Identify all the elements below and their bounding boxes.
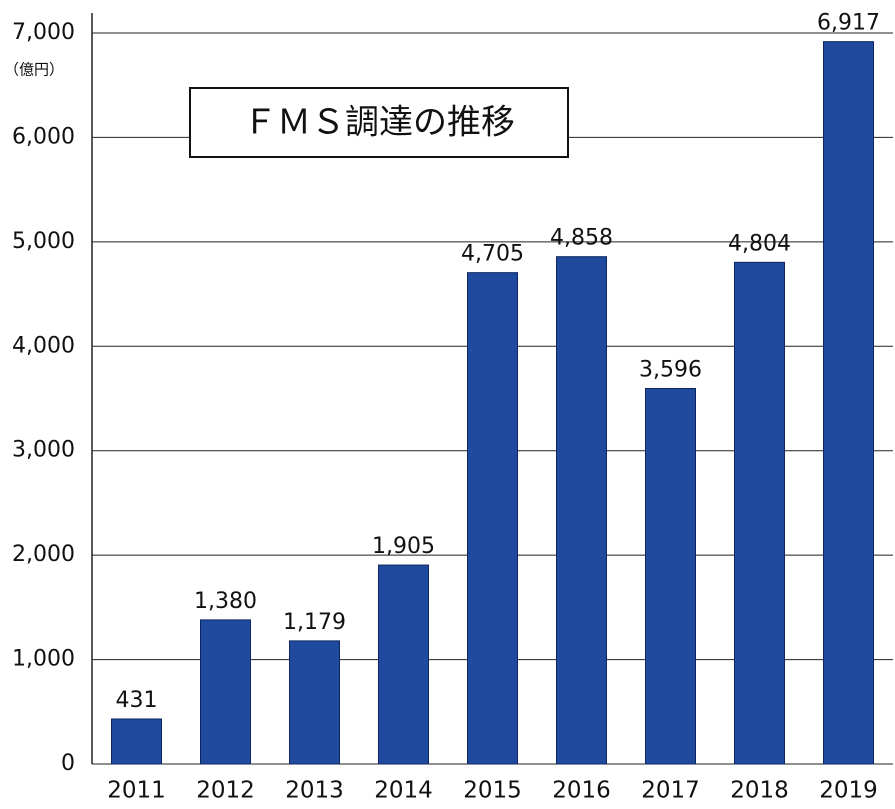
bar (645, 387, 696, 765)
bar (556, 256, 607, 765)
data-label: 4,804 (728, 231, 791, 256)
y-tick-label: 3,000 (12, 438, 75, 463)
y-tick-label: 2,000 (12, 542, 75, 567)
data-label: 3,596 (639, 357, 702, 382)
y-tick-label: 1,000 (12, 647, 75, 672)
y-tick-label: 4,000 (12, 333, 75, 358)
bar (289, 640, 340, 765)
x-tick-label: 2016 (552, 778, 611, 804)
data-label: 431 (116, 688, 158, 713)
title-box (189, 87, 569, 158)
bar (823, 41, 874, 765)
bar (111, 718, 162, 765)
y-tick-label: 7,000 (12, 20, 75, 45)
y-tick-label: 6,000 (12, 124, 75, 149)
x-tick-label: 2017 (641, 778, 700, 804)
x-tick-label: 2018 (730, 778, 789, 804)
bar (200, 619, 251, 765)
data-label: 1,380 (194, 589, 257, 614)
x-tick-label: 2019 (819, 778, 878, 804)
data-label: 4,705 (461, 242, 524, 267)
data-label: 1,905 (372, 534, 435, 559)
bar (467, 272, 518, 765)
chart-title: ＦＭＳ調達の推移 (243, 103, 515, 143)
bar (378, 564, 429, 765)
data-label: 1,179 (283, 610, 346, 635)
y-unit: （億円） (4, 61, 64, 79)
x-tick-label: 2012 (196, 778, 255, 804)
y-tick-label: 0 (61, 751, 75, 776)
data-label: 6,917 (817, 11, 880, 36)
data-label: 4,858 (550, 226, 613, 251)
x-tick-label: 2014 (374, 778, 433, 804)
x-tick-label: 2015 (463, 778, 522, 804)
bar (734, 261, 785, 765)
y-tick-label: 5,000 (12, 229, 75, 254)
x-tick-label: 2011 (107, 778, 166, 804)
x-tick-label: 2013 (285, 778, 344, 804)
